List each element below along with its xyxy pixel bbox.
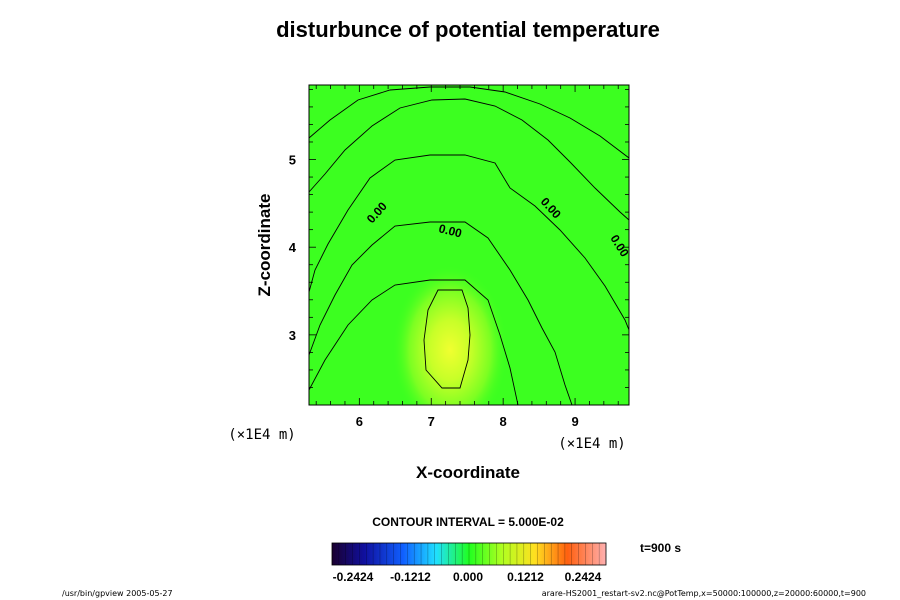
- contour-line-1: [309, 86, 629, 159]
- y-axis-unit: (×1E4 m): [228, 427, 295, 443]
- colorbar-tick-label: -0.2424: [333, 570, 374, 584]
- positive-anomaly-shading: [392, 265, 508, 405]
- colorbar-tick-label: 0.000: [453, 570, 483, 584]
- y-tick-label: 3: [289, 328, 296, 343]
- x-axis-ticks: 6 7 8 9: [315, 85, 619, 429]
- x-axis-unit: (×1E4 m): [558, 436, 625, 452]
- x-tick-label: 7: [428, 414, 435, 429]
- colorbar: -0.2424 -0.1212 0.000 0.1212 0.2424: [331, 542, 607, 584]
- colorbar-ticks: -0.2424 -0.1212 0.000 0.1212 0.2424: [333, 570, 602, 584]
- colorbar-tick-label: 0.1212: [507, 570, 544, 584]
- y-axis-ticks: 3 4 5: [289, 88, 629, 406]
- footer-right: arare-HS2001_restart-sv2.nc@PotTemp,x=50…: [542, 589, 866, 598]
- x-axis-title: X-coordinate: [416, 463, 520, 482]
- x-tick-label: 6: [356, 414, 363, 429]
- contour-line-5: [309, 279, 519, 405]
- contour-line-4: [309, 221, 573, 405]
- colorbar-tick-label: -0.1212: [390, 570, 431, 584]
- time-label: t=900 s: [640, 541, 681, 555]
- contour-line-2: [309, 98, 629, 221]
- y-tick-label: 5: [289, 153, 296, 168]
- x-tick-label: 9: [571, 414, 578, 429]
- y-tick-label: 4: [289, 240, 297, 255]
- contour-lines: [309, 86, 629, 405]
- colorbar-tick-label: 0.2424: [565, 570, 602, 584]
- contour-line-max: [423, 289, 471, 389]
- footer-left: /usr/bin/gpview 2005-05-27: [62, 589, 173, 598]
- colorbar-divisions: [338, 543, 600, 565]
- chart-title: disturbunce of potential temperature: [276, 17, 660, 42]
- x-tick-label: 8: [500, 414, 507, 429]
- y-axis-title: Z-coordinate: [255, 194, 274, 297]
- contour-line-3: [309, 154, 629, 331]
- plot-frame: [308, 84, 630, 406]
- contour-label: 0.00: [437, 221, 463, 240]
- contour-interval-label: CONTOUR INTERVAL = 5.000E-02: [372, 515, 564, 529]
